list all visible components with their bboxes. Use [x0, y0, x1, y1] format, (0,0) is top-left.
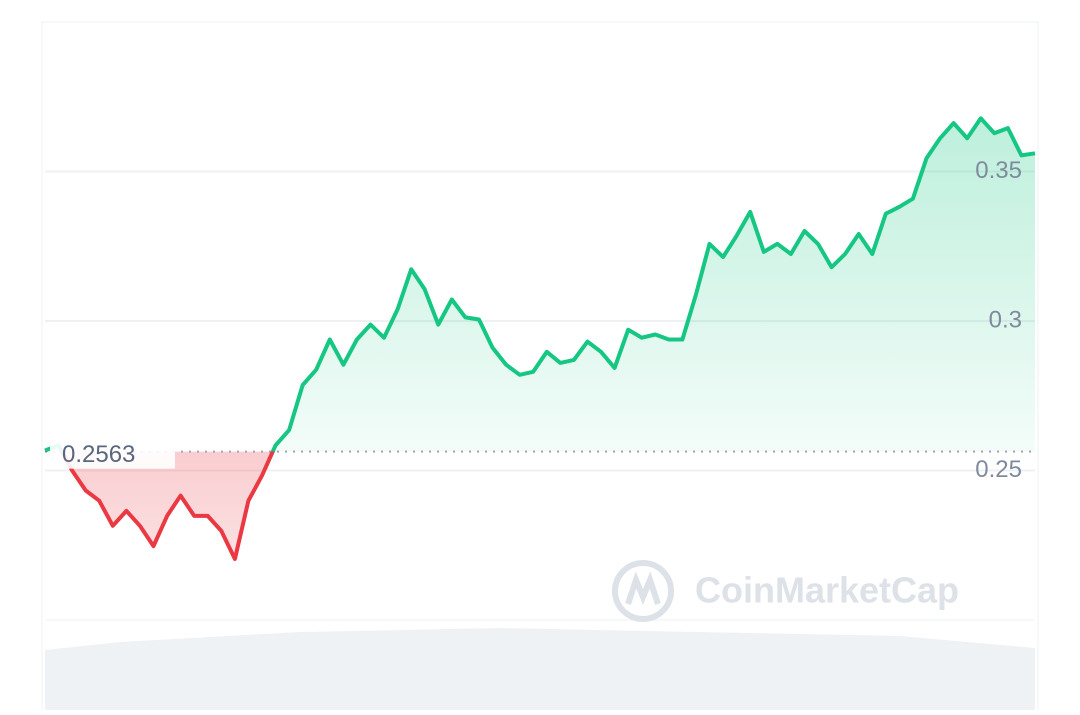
baseline-label: 0.2563	[62, 441, 135, 468]
volume-area	[45, 628, 1035, 710]
area	[45, 118, 1035, 560]
y-tick-label: 0.35	[975, 157, 1022, 184]
watermark-text: CoinMarketCap	[695, 570, 959, 611]
baseline-label-bg	[50, 434, 175, 469]
price-line	[44, 116, 1036, 561]
y-tick-label: 0.3	[989, 306, 1022, 333]
y-tick-label: 0.25	[975, 456, 1022, 483]
watermark: CoinMarketCap	[612, 560, 959, 622]
